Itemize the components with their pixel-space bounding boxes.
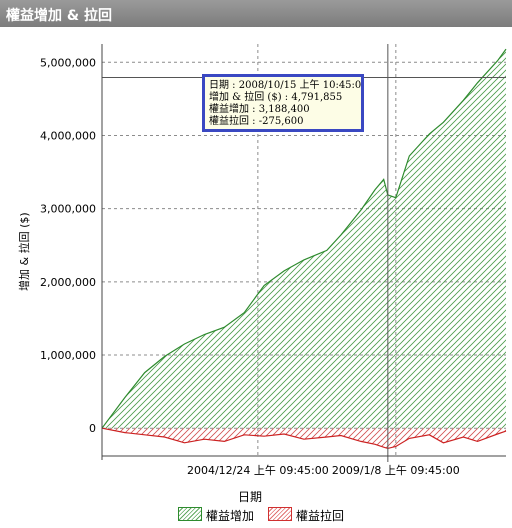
x-tick-label: 2004/12/24 上午 09:45:00 [187,464,329,477]
legend-swatch-gain [178,507,202,521]
y-tick-label: 3,000,000 [40,203,96,216]
legend-label-gain: 權益增加 [206,509,255,523]
y-tick-label: 1,000,000 [40,349,96,362]
legend-swatch-drawdown [268,507,292,521]
equity-drawdown-area [102,428,506,449]
tooltip-drawdown: 權益拉回 : -275,600 [209,116,304,127]
equity-drawdown-line [101,427,507,450]
plot-areas [101,48,507,450]
x-axis-label: 日期 [237,490,262,504]
x-tick-label: 2009/1/8 上午 09:45:00 [332,464,460,477]
equity-gain-line [101,48,507,429]
y-tick-label: 2,000,000 [40,276,96,289]
data-tooltip: 日期 : 2008/10/15 上午 10:45:00 增加 & 拉回 ($) … [202,74,364,132]
equity-gain-area [102,49,506,429]
tooltip-gain: 權益增加 : 3,188,400 [209,104,310,115]
y-tick-label: 4,000,000 [40,129,96,142]
tooltip-total: 增加 & 拉回 ($) : 4,791,855 [209,92,343,103]
axes: 0 1,000,000 2,000,000 3,000,000 4,000,000 5,0… [40,44,506,477]
y-tick-label: 5,000,000 [40,56,96,69]
window-title: 權益增加 & 拉回 [6,8,112,24]
y-tick-label: 0 [89,422,96,435]
legend-label-drawdown: 權益拉回 [296,509,345,523]
title-bar: 權益增加 & 拉回 [0,0,512,27]
tooltip-date: 日期 : 2008/10/15 上午 10:45:00 [209,80,364,91]
